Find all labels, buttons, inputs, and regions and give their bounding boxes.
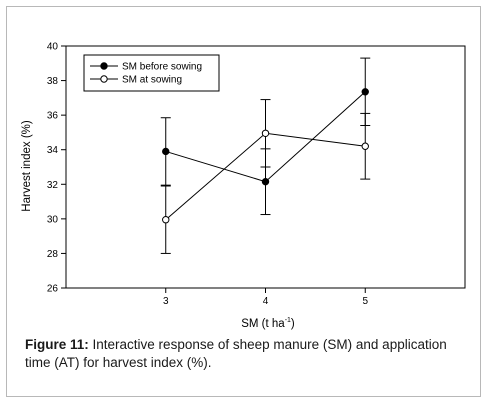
y-tick-label: 34 (47, 145, 59, 156)
y-tick-label: 40 (47, 42, 59, 53)
y-tick-label: 32 (47, 180, 59, 191)
figure-caption: Figure 11: Interactive response of sheep… (25, 336, 465, 372)
legend-label: SM before sowing (122, 62, 202, 73)
data-point (162, 216, 170, 224)
data-point (361, 142, 369, 150)
x-tick-label: 4 (263, 296, 269, 307)
x-axis-label-main: SM (t ha (241, 318, 285, 330)
data-point (361, 88, 369, 96)
x-axis-label: SM (t ha-1) (241, 317, 295, 330)
chart-series-layer (160, 57, 371, 254)
y-axis-label: Harvest index (%) (21, 120, 33, 212)
legend-item-1: SM before sowing (90, 62, 202, 73)
data-point (261, 177, 270, 186)
y-tick-label: 26 (47, 284, 59, 295)
x-tick-label: 5 (362, 296, 368, 307)
caption-text: Interactive response of sheep manure (SM… (25, 337, 447, 370)
x-axis-label-end: ) (291, 318, 295, 330)
legend-marker (100, 62, 108, 70)
series-2 (160, 99, 371, 254)
x-axis-label-sup: -1 (285, 317, 291, 324)
legend-box (83, 54, 220, 92)
data-point (162, 147, 170, 156)
y-tick-label: 36 (47, 111, 59, 122)
y-tick-label: 38 (47, 76, 59, 87)
legend-label: SM at sowing (122, 75, 182, 86)
legend-marker (100, 75, 108, 83)
caption-label: Figure 11: (25, 337, 89, 352)
chart-legend: SM before sowing SM at sowing (83, 54, 220, 92)
data-point (261, 129, 270, 137)
y-tick-label: 30 (47, 214, 59, 225)
legend-item-2: SM at sowing (90, 75, 182, 86)
x-tick-label: 3 (163, 296, 169, 307)
y-tick-label: 28 (47, 249, 59, 260)
